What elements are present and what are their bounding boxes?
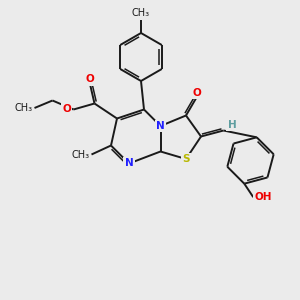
Text: CH₃: CH₃ (72, 149, 90, 160)
Text: CH₃: CH₃ (14, 103, 32, 113)
Text: O: O (85, 74, 94, 85)
Text: O: O (192, 88, 201, 98)
Text: OH: OH (254, 192, 272, 202)
Text: S: S (182, 154, 190, 164)
Text: H: H (227, 120, 236, 130)
Text: O: O (62, 104, 71, 115)
Text: N: N (156, 121, 165, 131)
Text: CH₃: CH₃ (132, 8, 150, 18)
Text: N: N (124, 158, 134, 169)
